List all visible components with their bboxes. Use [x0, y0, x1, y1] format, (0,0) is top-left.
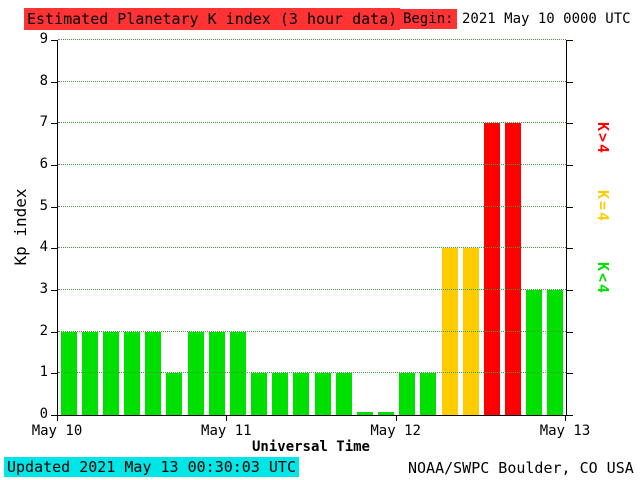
credit-text: NOAA/SWPC Boulder, CO USA: [408, 459, 634, 477]
legend-kp-lt4: K<4: [594, 262, 612, 296]
kp-bar: [462, 248, 479, 415]
kp-bar: [251, 373, 268, 415]
y-tick-label: 3: [39, 281, 48, 297]
axis-tick: [567, 165, 573, 166]
kp-bar: [483, 123, 500, 415]
y-tick-label: 1: [39, 364, 48, 381]
axis-tick: [567, 40, 573, 41]
kp-bar: [399, 373, 416, 415]
x-tick-label: May 11: [201, 423, 252, 439]
kp-bar: [166, 373, 183, 415]
axis-tick: [226, 416, 228, 421]
kp-bar: [547, 290, 564, 415]
y-axis-title: Kp index: [11, 188, 30, 266]
gridline: [58, 122, 566, 124]
axis-tick: [567, 415, 573, 416]
kp-bar: [441, 248, 458, 415]
begin-value: 2021 May 10 0000 UTC: [462, 11, 631, 27]
gridline: [58, 247, 566, 249]
y-tick-label: 8: [39, 72, 48, 89]
gridline: [58, 289, 566, 290]
kp-bar: [420, 373, 437, 415]
axis-tick: [51, 331, 57, 333]
y-tick-label: 0: [39, 406, 48, 422]
axis-tick: [395, 416, 397, 421]
y-tick-label: 7: [39, 114, 48, 131]
gridline: [58, 164, 566, 165]
chart-title: Estimated Planetary K index (3 hour data…: [24, 8, 401, 30]
axis-tick: [51, 248, 57, 250]
kp-bar: [335, 373, 352, 415]
axis-tick: [51, 165, 57, 166]
axis-tick: [51, 373, 57, 375]
kp-bar: [356, 412, 373, 415]
gridline: [58, 372, 566, 374]
kp-bar: [526, 290, 543, 415]
x-axis-title: Universal Time: [251, 439, 370, 455]
axis-tick: [567, 123, 573, 125]
axis-tick: [567, 331, 573, 333]
gridline: [58, 330, 566, 332]
kp-bar: [314, 373, 331, 415]
gridline: [58, 39, 566, 40]
kp-bar: [293, 373, 310, 415]
axis-tick: [567, 290, 573, 291]
axis-tick: [567, 373, 573, 375]
axis-tick: [51, 206, 57, 208]
axis-tick: [51, 415, 57, 416]
axis-tick: [51, 81, 57, 83]
begin-label: Begin:: [400, 9, 457, 29]
axis-tick: [57, 416, 58, 421]
y-tick-label: 4: [39, 239, 48, 256]
plot-area: [57, 39, 567, 416]
y-tick-label: 2: [39, 322, 48, 339]
y-tick-label: 6: [39, 156, 48, 172]
y-tick-label: 9: [39, 31, 48, 47]
kp-bar: [272, 373, 289, 415]
gridline: [58, 205, 566, 207]
axis-tick: [51, 123, 57, 125]
gridline: [58, 80, 566, 82]
legend-kp-gt4: K>4: [594, 122, 612, 156]
kp-bar: [505, 123, 522, 415]
x-tick-label: May 12: [370, 423, 421, 439]
axis-tick: [51, 40, 57, 41]
x-tick-label: May 13: [539, 423, 591, 439]
legend-kp-eq4: K=4: [594, 190, 612, 224]
y-tick-label: 5: [39, 197, 48, 214]
axis-tick: [567, 248, 573, 250]
axis-tick: [565, 416, 566, 421]
x-tick-label: May 10: [31, 423, 83, 439]
axis-tick: [51, 290, 57, 291]
updated-timestamp: Updated 2021 May 13 00:30:03 UTC: [4, 457, 299, 477]
axis-tick: [567, 81, 573, 83]
axis-tick: [567, 206, 573, 208]
kp-bar: [378, 412, 395, 415]
